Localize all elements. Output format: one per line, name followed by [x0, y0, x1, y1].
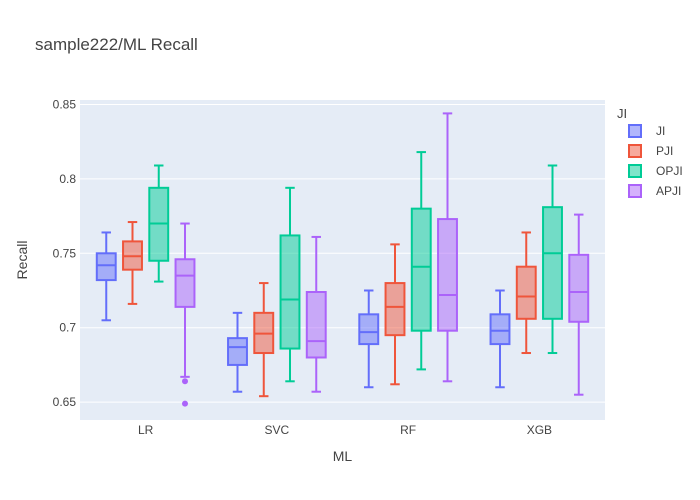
legend-item-APJI: APJI — [628, 184, 681, 198]
box-OPJI-LR — [148, 164, 170, 283]
box-iqr — [95, 252, 117, 282]
y-tick-label: 0.65 — [53, 395, 77, 409]
y-tick-label: 0.85 — [53, 97, 77, 111]
box-iqr — [227, 337, 248, 366]
box-JI-LR — [95, 231, 117, 322]
box-APJI-RF — [437, 112, 458, 383]
box-PJI-LR — [122, 221, 143, 305]
legend-swatch — [628, 164, 642, 178]
box-series — [95, 112, 590, 407]
legend-label: OPJI — [656, 164, 683, 178]
box-iqr — [542, 206, 563, 320]
box-iqr — [515, 265, 537, 320]
box-APJI-SVC — [305, 235, 327, 393]
box-JI-SVC — [227, 311, 248, 393]
legend-swatch — [628, 144, 642, 158]
series-APJI — [174, 112, 590, 407]
y-tick-label: 0.7 — [59, 321, 76, 335]
box-iqr — [568, 253, 590, 323]
x-axis-title: ML — [333, 448, 353, 464]
series-OPJI — [148, 151, 563, 383]
legend-item-OPJI: OPJI — [628, 164, 683, 178]
box-iqr — [384, 282, 406, 337]
box-JI-XGB — [489, 289, 511, 389]
legend-swatch — [628, 184, 642, 198]
legend-swatch — [628, 124, 642, 138]
legend-item-PJI: PJI — [628, 144, 673, 158]
box-APJI-LR — [174, 222, 196, 407]
legend-item-JI: JI — [628, 124, 665, 138]
series-JI — [95, 231, 511, 393]
y-tick-label: 0.75 — [53, 246, 77, 260]
box-JI-RF — [358, 289, 380, 389]
box-PJI-SVC — [253, 282, 275, 398]
y-axis-ticks: 0.65 0.7 0.75 0.8 0.85 — [53, 97, 77, 409]
series-PJI — [122, 221, 537, 398]
x-axis-ticks: LR SVC RF XGB — [138, 423, 552, 437]
box-OPJI-RF — [410, 151, 432, 371]
outlier-point — [182, 378, 188, 385]
box-APJI-XGB — [568, 213, 590, 396]
box-PJI-RF — [384, 243, 406, 386]
x-tick-label: XGB — [527, 423, 552, 437]
x-tick-label: SVC — [265, 423, 290, 437]
outlier-point — [182, 400, 188, 407]
legend-title: JI — [617, 106, 627, 121]
y-tick-label: 0.8 — [59, 172, 76, 186]
box-iqr — [489, 313, 511, 346]
legend-label: APJI — [656, 184, 681, 198]
box-OPJI-SVC — [279, 186, 301, 383]
box-iqr — [437, 218, 458, 332]
y-axis-title: Recall — [14, 241, 30, 280]
box-iqr — [279, 234, 301, 350]
box-iqr — [358, 313, 380, 346]
box-iqr — [174, 258, 196, 308]
legend-label: PJI — [656, 144, 673, 158]
legend-label: JI — [656, 124, 665, 138]
box-OPJI-XGB — [542, 164, 563, 355]
box-iqr — [410, 207, 432, 332]
box-iqr — [305, 291, 327, 359]
box-PJI-XGB — [515, 231, 537, 355]
chart-title: sample222/ML Recall — [35, 35, 198, 54]
x-tick-label: RF — [400, 423, 416, 437]
legend: JI JI PJI OPJI APJI — [617, 106, 683, 198]
x-tick-label: LR — [138, 423, 154, 437]
